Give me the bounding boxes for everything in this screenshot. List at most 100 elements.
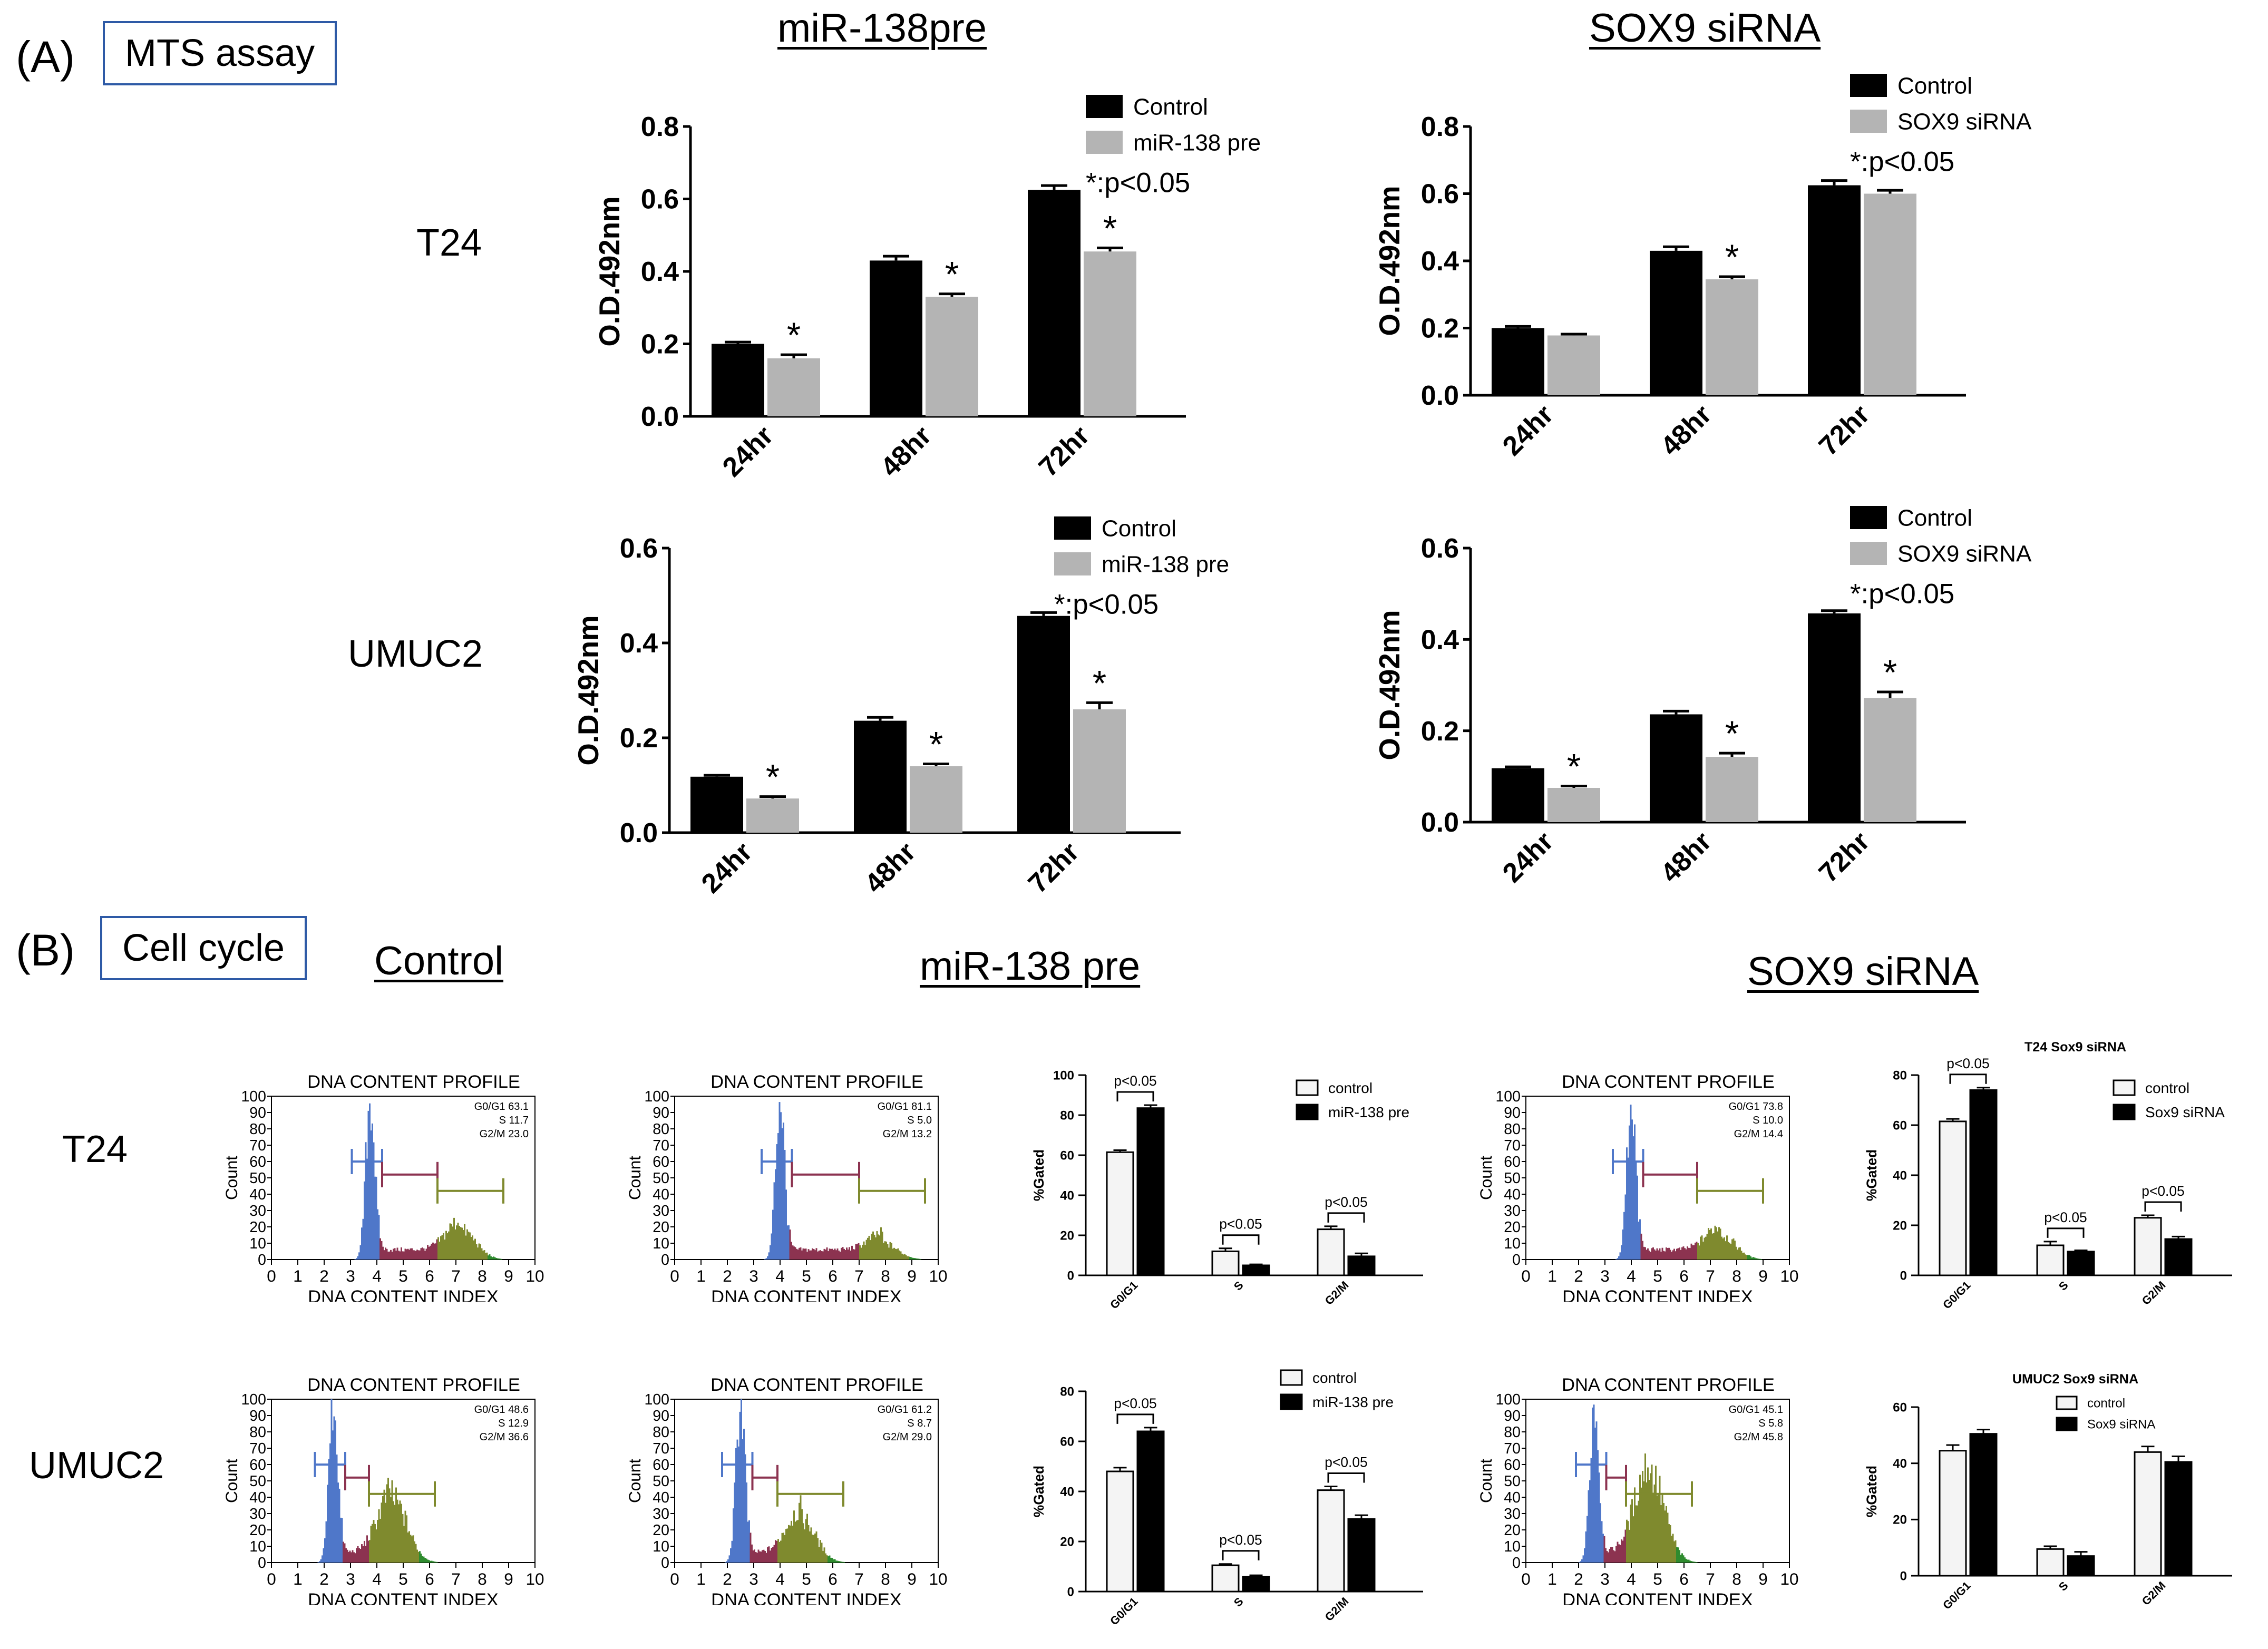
histogram-bin [478, 1243, 480, 1260]
histogram-bin [396, 1247, 398, 1260]
histogram-bin [1653, 1484, 1656, 1563]
histogram-bin [1726, 1235, 1728, 1260]
histogram-bin [1614, 1551, 1616, 1563]
histogram-title: DNA CONTENT PROFILE [307, 1375, 520, 1395]
histogram-bin [402, 1514, 404, 1563]
bar-sox9-sirna [2164, 1461, 2193, 1577]
y-tick-label: 90 [249, 1105, 266, 1121]
histogram-bin [767, 1256, 768, 1260]
y-tick-label: 0 [661, 1252, 669, 1269]
x-tick-label: 7 [1706, 1266, 1715, 1285]
legend-label: miR-138 pre [1133, 130, 1261, 155]
histogram-bin [432, 1242, 434, 1260]
histogram-title: DNA CONTENT PROFILE [710, 1375, 923, 1395]
histogram-bin [1671, 1535, 1672, 1563]
legend-label: control [2087, 1396, 2125, 1410]
y-tick-label: 80 [1060, 1108, 1074, 1123]
histogram-bin [764, 1258, 766, 1260]
histogram-bin [428, 1560, 430, 1563]
p-value-label: p<0.05 [1325, 1455, 1367, 1470]
histogram-bin [425, 1248, 427, 1260]
histogram-bin [453, 1217, 455, 1260]
legend-label: SOX9 siRNA [1897, 109, 2032, 134]
y-tick-label: 40 [653, 1489, 669, 1506]
histogram-bin [327, 1485, 328, 1563]
histogram-bin [420, 1248, 422, 1260]
stat-line: G0/G1 81.1 [878, 1101, 932, 1113]
histogram-bin [373, 1520, 375, 1563]
y-tick-label: 60 [653, 1457, 669, 1474]
histogram-bin [320, 1559, 322, 1563]
histogram-bin [404, 1248, 406, 1260]
histogram-bin [354, 1553, 356, 1563]
histogram-bin [809, 1531, 811, 1563]
x-tick-label: 5 [802, 1569, 811, 1588]
x-tick-label: 2 [1574, 1266, 1583, 1285]
x-tick-label: 5 [1653, 1569, 1662, 1588]
histogram-bin [829, 1555, 831, 1563]
histogram-bin [480, 1244, 481, 1260]
y-tick-label: 70 [653, 1440, 669, 1457]
histogram-bin [1755, 1258, 1757, 1260]
histogram-bin [1684, 1557, 1686, 1563]
x-tick-label: 8 [1732, 1266, 1741, 1285]
histogram-bin [741, 1399, 742, 1563]
histogram-bin [1677, 1248, 1679, 1260]
mts-t24-sox-chart: 0.0 0.2 0.4 0.6 0.8 O.D.492nm 24hr 48hr 72hr * Con… [1374, 73, 2032, 462]
histogram-bin [878, 1234, 879, 1260]
histogram-bin [1586, 1516, 1588, 1563]
histogram-bin [1677, 1547, 1679, 1563]
histogram-bin [851, 1245, 853, 1260]
histogram-bin [1580, 1561, 1582, 1563]
histogram-bin [1579, 1562, 1580, 1563]
bar-mir-138-pre [926, 297, 978, 416]
histogram-bin [1656, 1248, 1658, 1260]
histogram-bin [414, 1541, 415, 1563]
histogram-bin [1631, 1499, 1633, 1563]
y-tick-label: 0.0 [641, 402, 679, 432]
histogram-bin [349, 1550, 351, 1563]
significance-star: * [787, 316, 801, 355]
y-tick-label: 40 [1893, 1457, 1907, 1471]
x-tick-label: 72hr [1813, 399, 1876, 462]
x-tick-label: 9 [504, 1569, 513, 1588]
histogram-bin [842, 1247, 844, 1260]
histogram-bin [755, 1552, 757, 1563]
x-tick-label: 9 [504, 1266, 513, 1285]
histogram-bin [834, 1248, 836, 1260]
x-tick-label: 4 [1627, 1569, 1636, 1588]
histogram-bin [406, 1249, 407, 1260]
section-b-col-title-mir: miR-138 pre [920, 944, 1141, 989]
bar-control [870, 260, 922, 416]
bar-control [854, 720, 907, 833]
histogram-bin [885, 1241, 887, 1260]
histogram-bin [1706, 1234, 1708, 1260]
y-tick-label: 0 [1900, 1269, 1907, 1283]
histogram-bin [422, 1247, 423, 1260]
histogram-bin [1601, 1521, 1603, 1563]
histogram-bin [1646, 1482, 1648, 1563]
y-tick-label: 0.2 [641, 329, 679, 360]
histogram-bin [828, 1556, 829, 1563]
x-tick-label: 3 [1600, 1569, 1610, 1588]
histogram-bin [1747, 1255, 1749, 1260]
y-tick-label: 20 [1893, 1513, 1907, 1527]
histogram-bin [416, 1549, 418, 1563]
histogram-bin [494, 1257, 496, 1260]
histogram-bin [468, 1232, 470, 1260]
histogram-bin [813, 1535, 815, 1563]
histogram-bin [449, 1223, 451, 1260]
histogram-bin [1647, 1467, 1649, 1563]
legend-label: Control [1102, 515, 1176, 541]
y-tick-label: 40 [1504, 1186, 1521, 1203]
histogram-bin [1746, 1255, 1748, 1260]
histogram-bin [821, 1543, 823, 1563]
histogram-bin [1651, 1465, 1653, 1563]
histogram-bin [797, 1520, 799, 1563]
cc-t24-mir-bar-chart: 0 20 40 60 80 100 %Gated G0/G1 p<0.05 Sp<0.05 G2/M… [1031, 1068, 1423, 1312]
section-a-row-umuc2: UMUC2 [348, 633, 483, 675]
stat-line: S 12.9 [498, 1418, 529, 1429]
histogram-bin [1711, 1233, 1714, 1260]
bar-mir-138-pre [746, 798, 799, 833]
histogram-bin [1666, 1506, 1667, 1563]
